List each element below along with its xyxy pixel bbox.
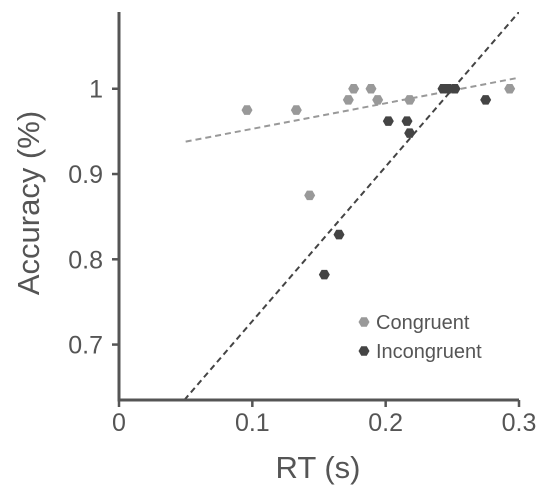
data-point-series-1 xyxy=(365,83,377,94)
legend: Congruent Incongruent xyxy=(358,312,482,363)
data-point-series-1 xyxy=(504,83,516,94)
legend-label-series-2: Incongruent xyxy=(376,341,482,363)
data-point-series-1 xyxy=(342,95,354,105)
data-point-series-1 xyxy=(241,105,253,115)
legend-label-series-1: Congruent xyxy=(376,312,470,334)
data-point-series-2 xyxy=(404,128,416,138)
plot-area: 0 0.1 0.2 0.3 0.7 0.8 0.9 1 xyxy=(68,12,536,437)
x-tick-label: 0.3 xyxy=(502,409,537,437)
legend-marker-series-2 xyxy=(358,346,370,356)
y-tick-label: 1 xyxy=(89,76,103,104)
x-tick-label: 0 xyxy=(112,409,126,437)
data-point-series-1 xyxy=(404,95,416,105)
y-tick-label: 0.8 xyxy=(68,246,103,274)
data-point-series-1 xyxy=(290,105,302,115)
y-tick-label: 0.9 xyxy=(68,161,103,189)
x-tick-label: 0.2 xyxy=(368,409,403,437)
data-point-series-2 xyxy=(480,95,492,105)
trend-line-series-1 xyxy=(185,76,519,143)
data-point-series-2 xyxy=(382,116,394,126)
data-point-series-2 xyxy=(401,116,413,126)
data-point-series-2 xyxy=(318,269,330,280)
x-axis-title: RT (s) xyxy=(276,450,361,485)
data-point-series-2 xyxy=(333,229,345,240)
data-point-series-2 xyxy=(449,83,461,94)
trend-line-series-2 xyxy=(183,12,519,400)
y-tick-label: 0.7 xyxy=(68,332,103,360)
x-tick-label: 0.1 xyxy=(235,409,270,437)
data-point-series-1 xyxy=(304,190,316,201)
legend-marker-series-1 xyxy=(358,317,370,327)
y-axis-title: Accuracy (%) xyxy=(11,111,46,295)
data-point-series-1 xyxy=(372,95,384,105)
data-point-series-1 xyxy=(348,83,360,94)
